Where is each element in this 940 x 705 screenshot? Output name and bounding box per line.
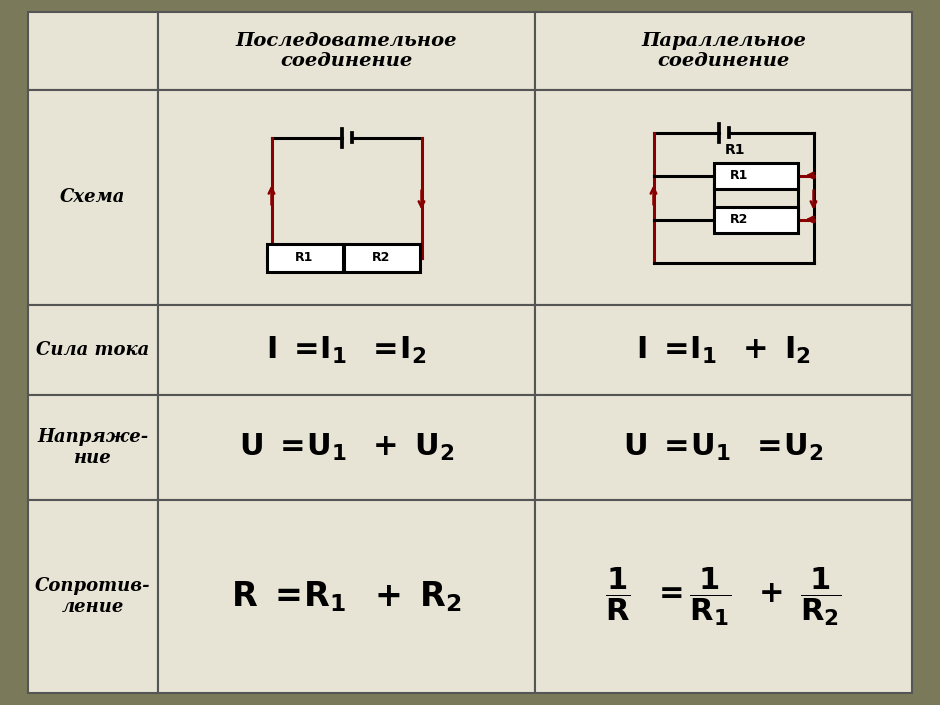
Text: $\mathbf{U\ =\!U_1\ \ =\!U_2}$: $\mathbf{U\ =\!U_1\ \ =\!U_2}$ xyxy=(623,432,823,463)
Text: Сопротив-
ление: Сопротив- ление xyxy=(35,577,150,616)
Text: $\mathbf{U\ =\!U_1\ \ +\ U_2}$: $\mathbf{U\ =\!U_1\ \ +\ U_2}$ xyxy=(239,432,454,463)
Text: $\mathbf{I\ =\!I_1\ \ =\!I_2}$: $\mathbf{I\ =\!I_1\ \ =\!I_2}$ xyxy=(266,334,427,366)
Text: R1: R1 xyxy=(729,169,748,182)
Text: $\mathbf{R\ =\!R_1\ \ +\ R_2}$: $\mathbf{R\ =\!R_1\ \ +\ R_2}$ xyxy=(231,579,462,614)
Bar xyxy=(28,12,158,90)
Text: R1: R1 xyxy=(724,144,744,157)
Text: R2: R2 xyxy=(729,213,748,226)
Bar xyxy=(158,305,535,395)
Text: Схема: Схема xyxy=(60,188,126,207)
Bar xyxy=(158,90,535,305)
Text: $\mathbf{I\ =\!I_1\ \ +\ I_2}$: $\mathbf{I\ =\!I_1\ \ +\ I_2}$ xyxy=(636,334,811,366)
Text: Напряже-
ние: Напряже- ние xyxy=(38,428,149,467)
Bar xyxy=(28,90,158,305)
Bar xyxy=(535,12,912,90)
Bar xyxy=(713,207,797,233)
Bar xyxy=(267,243,342,271)
Text: Последовательное
соединение: Последовательное соединение xyxy=(236,32,457,70)
Text: R1: R1 xyxy=(295,251,314,264)
Text: R2: R2 xyxy=(372,251,391,264)
Bar xyxy=(713,162,797,188)
Bar xyxy=(28,305,158,395)
Bar xyxy=(28,500,158,693)
Bar xyxy=(343,243,419,271)
Bar xyxy=(535,500,912,693)
Bar xyxy=(158,395,535,500)
Bar xyxy=(535,305,912,395)
Text: $\mathbf{\dfrac{1}{R}\ \ =\dfrac{1}{R_1}\ \ +\ \dfrac{1}{R_2}}$: $\mathbf{\dfrac{1}{R}\ \ =\dfrac{1}{R_1}… xyxy=(605,565,841,628)
Bar xyxy=(28,395,158,500)
Bar xyxy=(158,500,535,693)
Bar xyxy=(535,90,912,305)
Bar xyxy=(535,395,912,500)
Bar xyxy=(158,12,535,90)
Text: Сила тока: Сила тока xyxy=(37,341,149,359)
Text: Параллельное
соединение: Параллельное соединение xyxy=(641,32,806,70)
